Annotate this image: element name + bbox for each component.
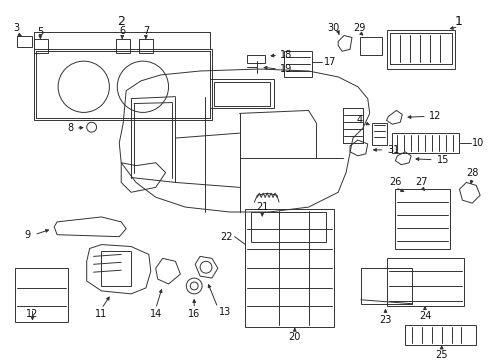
Bar	[391, 133, 459, 153]
Bar	[284, 51, 311, 77]
Bar	[386, 258, 464, 306]
Text: 10: 10	[471, 138, 484, 148]
Text: 8: 8	[68, 123, 74, 133]
Bar	[371, 123, 386, 145]
Text: 18: 18	[280, 50, 292, 60]
Text: 15: 15	[436, 155, 448, 165]
Text: 25: 25	[435, 350, 447, 360]
Text: 23: 23	[379, 315, 391, 325]
Bar	[17, 36, 32, 47]
Bar	[213, 82, 269, 105]
Bar	[251, 212, 325, 242]
Text: 19: 19	[280, 64, 292, 74]
Text: 24: 24	[418, 311, 430, 320]
Bar	[360, 268, 411, 304]
Text: 14: 14	[149, 309, 162, 319]
Bar	[116, 40, 130, 53]
Text: 2: 2	[117, 15, 125, 28]
Bar	[386, 30, 454, 69]
Text: 12: 12	[428, 111, 440, 121]
Text: 27: 27	[415, 177, 427, 188]
Text: 30: 30	[326, 23, 339, 33]
Bar	[359, 37, 381, 55]
Text: 5: 5	[37, 27, 43, 37]
Text: 12: 12	[26, 309, 39, 319]
Text: 26: 26	[388, 177, 401, 188]
Text: 4: 4	[356, 115, 362, 125]
Text: 20: 20	[288, 332, 300, 342]
Text: 17: 17	[324, 57, 336, 67]
Text: 9: 9	[24, 230, 30, 240]
Text: 29: 29	[353, 23, 366, 33]
Text: 13: 13	[218, 307, 230, 316]
Bar	[15, 268, 68, 323]
Text: 6: 6	[119, 26, 125, 36]
Bar	[395, 189, 448, 248]
Text: 1: 1	[454, 15, 462, 28]
Bar	[247, 55, 264, 63]
Text: 22: 22	[220, 232, 232, 242]
Text: 7: 7	[142, 26, 149, 36]
Bar	[209, 79, 273, 108]
Bar	[405, 325, 475, 345]
Text: 3: 3	[14, 23, 20, 33]
Bar	[139, 40, 152, 53]
Text: 11: 11	[95, 309, 107, 319]
Bar	[34, 49, 211, 120]
Bar	[245, 209, 333, 327]
Bar	[102, 251, 131, 286]
Text: 16: 16	[188, 309, 200, 319]
Text: 31: 31	[386, 145, 399, 155]
Text: 28: 28	[465, 167, 477, 177]
Text: 21: 21	[256, 202, 268, 212]
Bar	[34, 40, 48, 53]
